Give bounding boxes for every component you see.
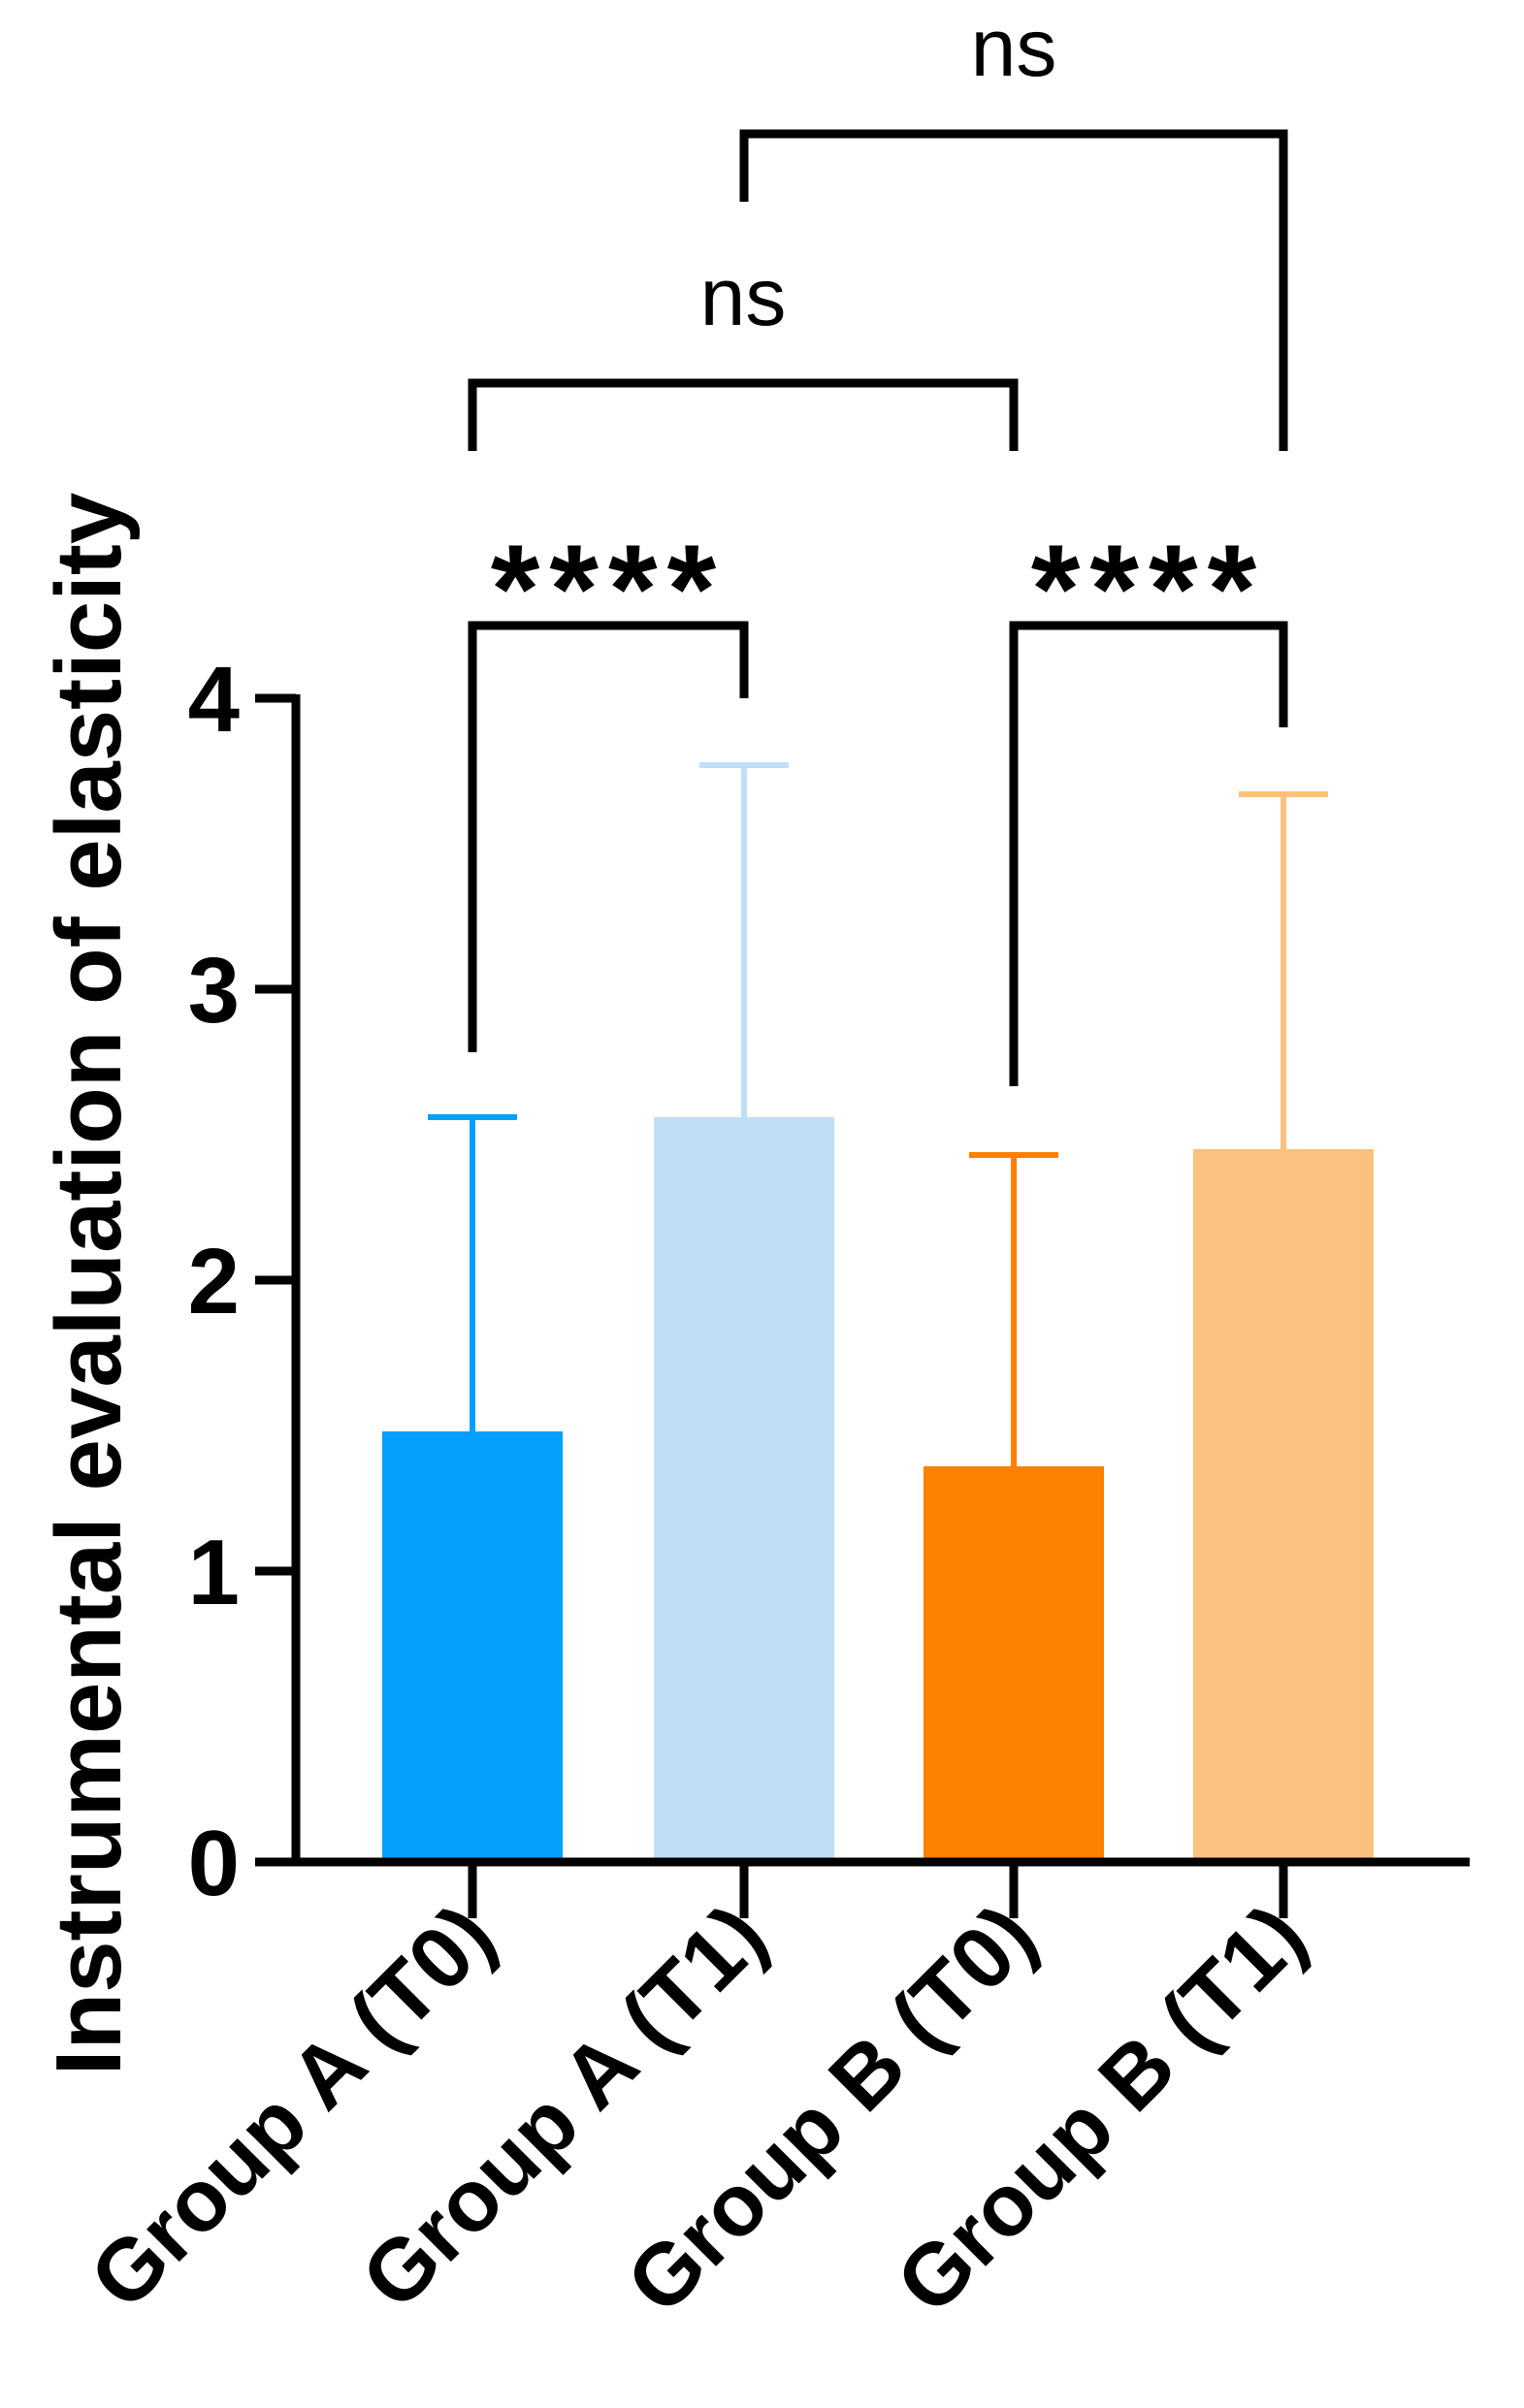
y-tick-label-2: 2: [188, 1230, 240, 1333]
significance-bracket-1: [468, 621, 749, 1052]
y-tick-label-0: 0: [188, 1812, 240, 1915]
significance-label-2: ****: [1031, 518, 1266, 659]
y-tick-label-3: 3: [188, 939, 240, 1043]
significance-layer: **** **** ns ns: [468, 2, 1288, 1086]
significance-label-4: ns: [971, 2, 1057, 93]
y-tick-label-1: 1: [188, 1521, 240, 1624]
bar-2: [654, 1117, 834, 1862]
significance-bracket-3: [468, 378, 1019, 451]
bars-layer: [382, 1117, 1374, 1862]
y-axis-label: Instrumental evaluation of elasticity: [37, 493, 141, 2075]
significance-label-1: ****: [491, 518, 726, 659]
significance-bracket-2: [1009, 621, 1288, 1086]
bar-4: [1193, 1149, 1374, 1862]
significance-label-3: ns: [700, 251, 787, 342]
significance-bracket-4: [739, 129, 1288, 451]
error-bars-layer: [428, 762, 1328, 1466]
bar-1: [382, 1431, 563, 1862]
bar-3: [924, 1466, 1104, 1862]
y-tick-label-4: 4: [188, 648, 240, 752]
